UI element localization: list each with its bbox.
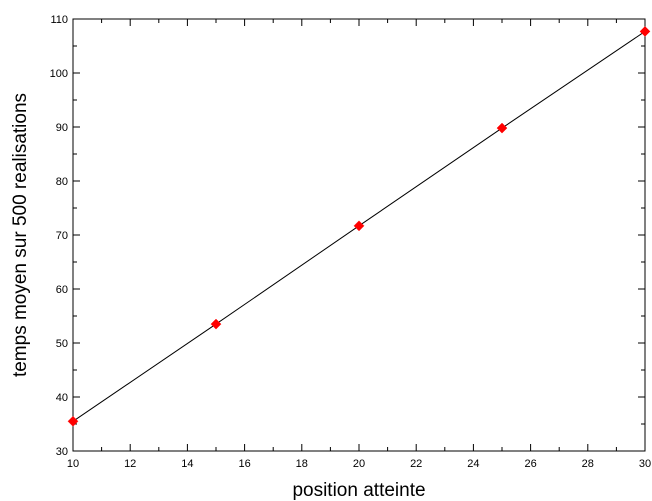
data-point-marker <box>67 415 79 427</box>
data-point-marker <box>210 318 222 330</box>
series-layer <box>67 26 651 427</box>
y-tick-label: 60 <box>56 284 68 296</box>
y-tick-label: 40 <box>56 392 68 404</box>
plot-frame <box>72 18 646 452</box>
x-tick-label: 20 <box>353 458 365 470</box>
x-axis-ticks: 10 12 14 16 18 20 22 24 26 28 30 <box>67 19 651 470</box>
x-tick-label: 10 <box>67 458 79 470</box>
y-axis-ticks: 30 40 50 60 70 80 90 100 110 <box>50 14 645 458</box>
x-tick-label: 22 <box>410 458 422 470</box>
x-tick-label: 12 <box>124 458 136 470</box>
y-tick-label: 90 <box>56 122 68 134</box>
x-tick-label: 14 <box>181 458 193 470</box>
y-tick-label: 70 <box>56 230 68 242</box>
y-axis-label: temps moyen sur 500 realisations <box>10 93 31 377</box>
x-tick-label: 30 <box>639 458 651 470</box>
x-tick-label: 24 <box>467 458 479 470</box>
x-axis-label: position atteinte <box>292 480 425 501</box>
data-point-marker <box>353 220 365 232</box>
y-tick-label: 110 <box>50 14 68 26</box>
data-point-marker <box>639 26 651 37</box>
x-tick-label: 28 <box>582 458 594 470</box>
y-tick-label: 80 <box>56 176 68 188</box>
y-tick-label: 30 <box>56 446 68 458</box>
data-point-marker <box>496 122 508 134</box>
y-tick-label: 100 <box>50 68 68 80</box>
y-tick-label: 50 <box>56 338 68 350</box>
x-tick-label: 18 <box>296 458 308 470</box>
x-tick-label: 26 <box>524 458 536 470</box>
x-tick-label: 16 <box>238 458 250 470</box>
